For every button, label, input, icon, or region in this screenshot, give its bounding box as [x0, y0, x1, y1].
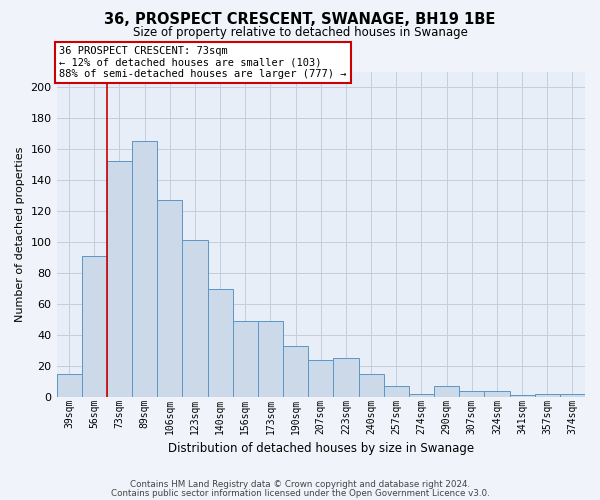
Bar [82, 256, 107, 397]
Bar [409, 394, 434, 397]
Bar [334, 358, 359, 397]
Bar [107, 162, 132, 397]
Bar [56, 374, 82, 397]
Bar [308, 360, 334, 397]
Bar [233, 321, 258, 397]
Bar [157, 200, 182, 397]
Y-axis label: Number of detached properties: Number of detached properties [15, 146, 25, 322]
Bar [258, 321, 283, 397]
Text: 36, PROSPECT CRESCENT, SWANAGE, BH19 1BE: 36, PROSPECT CRESCENT, SWANAGE, BH19 1BE [104, 12, 496, 28]
X-axis label: Distribution of detached houses by size in Swanage: Distribution of detached houses by size … [168, 442, 474, 455]
Text: Contains HM Land Registry data © Crown copyright and database right 2024.: Contains HM Land Registry data © Crown c… [130, 480, 470, 489]
Text: Size of property relative to detached houses in Swanage: Size of property relative to detached ho… [133, 26, 467, 39]
Bar [283, 346, 308, 397]
Bar [484, 391, 509, 397]
Bar [208, 288, 233, 397]
Text: 36 PROSPECT CRESCENT: 73sqm
← 12% of detached houses are smaller (103)
88% of se: 36 PROSPECT CRESCENT: 73sqm ← 12% of det… [59, 46, 347, 80]
Bar [383, 386, 409, 397]
Bar [132, 142, 157, 397]
Bar [560, 394, 585, 397]
Bar [535, 394, 560, 397]
Bar [459, 391, 484, 397]
Bar [509, 396, 535, 397]
Bar [434, 386, 459, 397]
Bar [182, 240, 208, 397]
Bar [359, 374, 383, 397]
Text: Contains public sector information licensed under the Open Government Licence v3: Contains public sector information licen… [110, 488, 490, 498]
